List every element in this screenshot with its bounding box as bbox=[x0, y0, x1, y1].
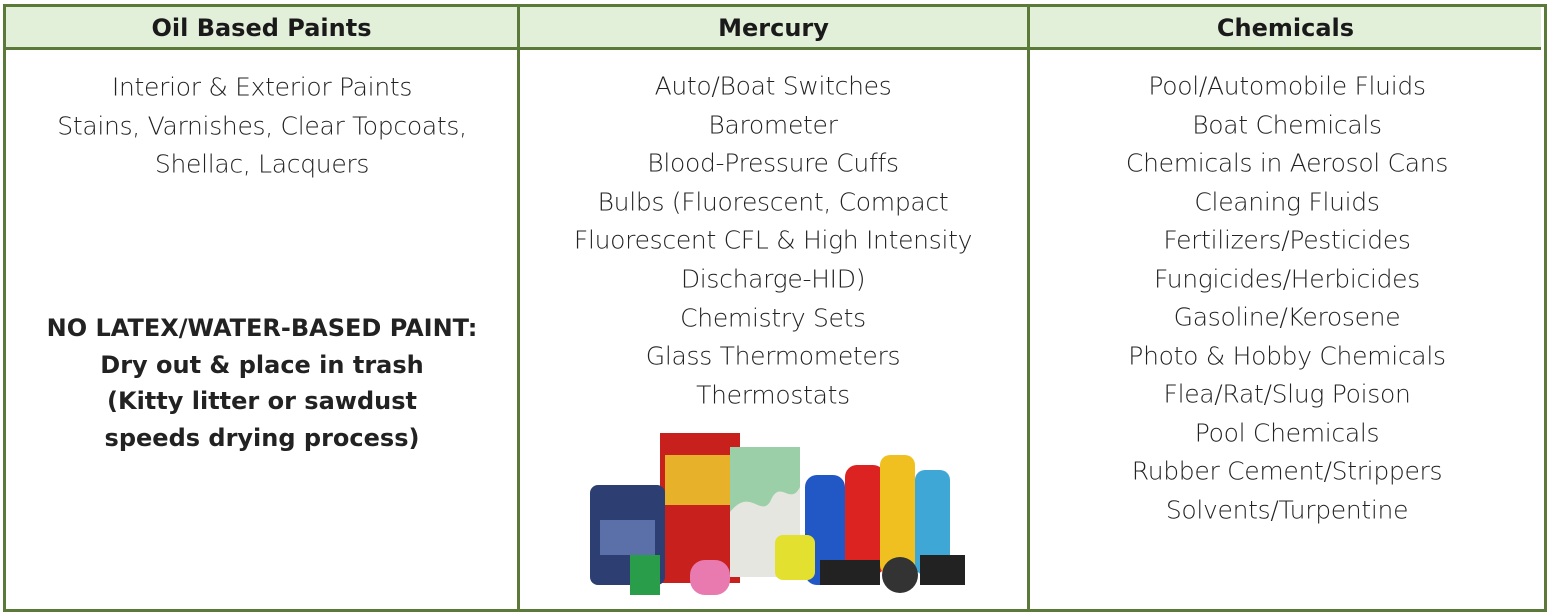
list-item: Chemicals in Aerosol Cans bbox=[1027, 149, 1547, 178]
list-item: Cleaning Fluids bbox=[1027, 187, 1547, 216]
header-cell: Mercury bbox=[520, 7, 1027, 47]
list-item: Bulbs (Fluorescent, Compact bbox=[513, 187, 1033, 216]
list-item: Fungicides/Herbicides bbox=[1027, 264, 1547, 293]
header-cell: Chemicals bbox=[1030, 7, 1541, 47]
list-item: Gasoline/Kerosene bbox=[1027, 303, 1547, 332]
list-item: Photo & Hobby Chemicals bbox=[1027, 341, 1547, 370]
list-item: Shellac, Lacquers bbox=[2, 150, 522, 179]
list-item: Fluorescent CFL & High Intensity bbox=[513, 226, 1033, 255]
note-line: speeds drying process) bbox=[2, 424, 522, 452]
list-item: Boat Chemicals bbox=[1027, 110, 1547, 139]
list-item: Interior & Exterior Paints bbox=[2, 73, 522, 102]
list-item: Pool Chemicals bbox=[1027, 418, 1547, 447]
list-item: Thermostats bbox=[513, 380, 1033, 409]
list-item: Stains, Varnishes, Clear Topcoats, bbox=[2, 111, 522, 140]
header-cell: Oil Based Paints bbox=[6, 7, 517, 47]
products-image bbox=[570, 425, 980, 605]
list-item: Fertilizers/Pesticides bbox=[1027, 226, 1547, 255]
note-line: NO LATEX/WATER-BASED PAINT: bbox=[2, 314, 522, 342]
list-item: Discharge-HID) bbox=[513, 265, 1033, 294]
list-item: Pool/Automobile Fluids bbox=[1027, 72, 1547, 101]
list-item: Rubber Cement/Strippers bbox=[1027, 457, 1547, 486]
note-line: Dry out & place in trash bbox=[2, 351, 522, 379]
page: Oil Based Paints Mercury Chemicals Inter… bbox=[0, 0, 1548, 614]
list-item: Barometer bbox=[513, 110, 1033, 139]
list-item: Solvents/Turpentine bbox=[1027, 495, 1547, 524]
list-item: Chemistry Sets bbox=[513, 303, 1033, 332]
list-item: Glass Thermometers bbox=[513, 342, 1033, 371]
list-item: Auto/Boat Switches bbox=[513, 72, 1033, 101]
list-item: Blood-Pressure Cuffs bbox=[513, 149, 1033, 178]
note-line: (Kitty litter or sawdust bbox=[2, 387, 522, 415]
list-item: Flea/Rat/Slug Poison bbox=[1027, 380, 1547, 409]
